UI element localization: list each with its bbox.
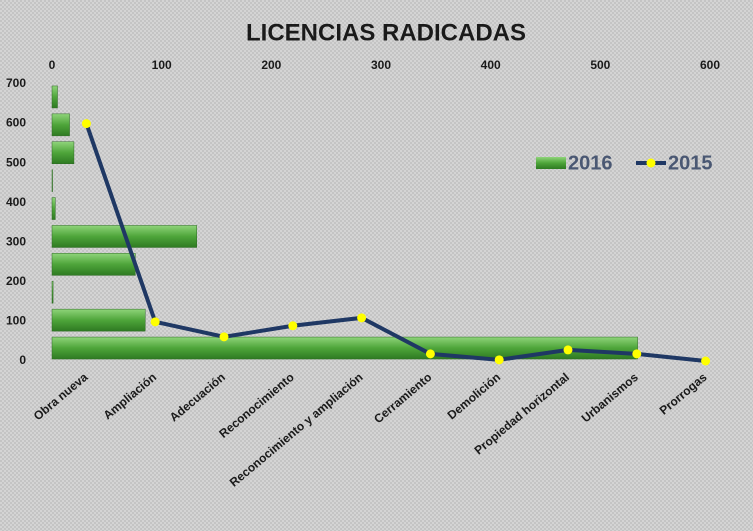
bar	[51, 336, 638, 360]
bar	[51, 253, 136, 276]
marker	[563, 345, 573, 355]
bar	[51, 113, 70, 137]
y-tick-label: 600	[6, 116, 26, 130]
legend-label: 2016	[568, 152, 613, 174]
chart-title: LICENCIAS RADICADAS	[246, 19, 526, 46]
y-tick-label: 500	[6, 155, 26, 169]
bar	[51, 85, 58, 109]
x2-tick-label: 100	[152, 58, 172, 72]
x2-tick-label: 300	[371, 58, 391, 72]
y-tick-label: 400	[6, 195, 26, 209]
marker	[425, 349, 435, 359]
x2-tick-label: 600	[700, 58, 720, 72]
x2-tick-label: 200	[261, 58, 281, 72]
bar	[51, 169, 53, 192]
y-tick-label: 100	[6, 314, 26, 328]
x2-tick-label: 0	[49, 58, 56, 72]
bar	[51, 141, 75, 164]
bar	[51, 281, 54, 304]
marker	[150, 317, 160, 327]
legend-label: 2015	[668, 152, 713, 174]
marker	[81, 119, 91, 129]
bar	[51, 308, 146, 332]
y-tick-label: 700	[6, 76, 26, 90]
legend-marker	[646, 158, 656, 168]
marker	[219, 332, 229, 342]
marker	[288, 321, 298, 331]
y-tick-label: 300	[6, 234, 26, 248]
line	[84, 122, 706, 363]
legend-swatch	[536, 157, 566, 169]
y-tick-label: 0	[19, 353, 26, 367]
marker	[494, 355, 504, 365]
marker	[701, 356, 711, 366]
y-tick-label: 200	[6, 274, 26, 288]
marker	[632, 349, 642, 359]
bar	[51, 197, 56, 220]
x2-tick-label: 400	[481, 58, 501, 72]
x2-tick-label: 500	[590, 58, 610, 72]
marker	[357, 313, 367, 323]
